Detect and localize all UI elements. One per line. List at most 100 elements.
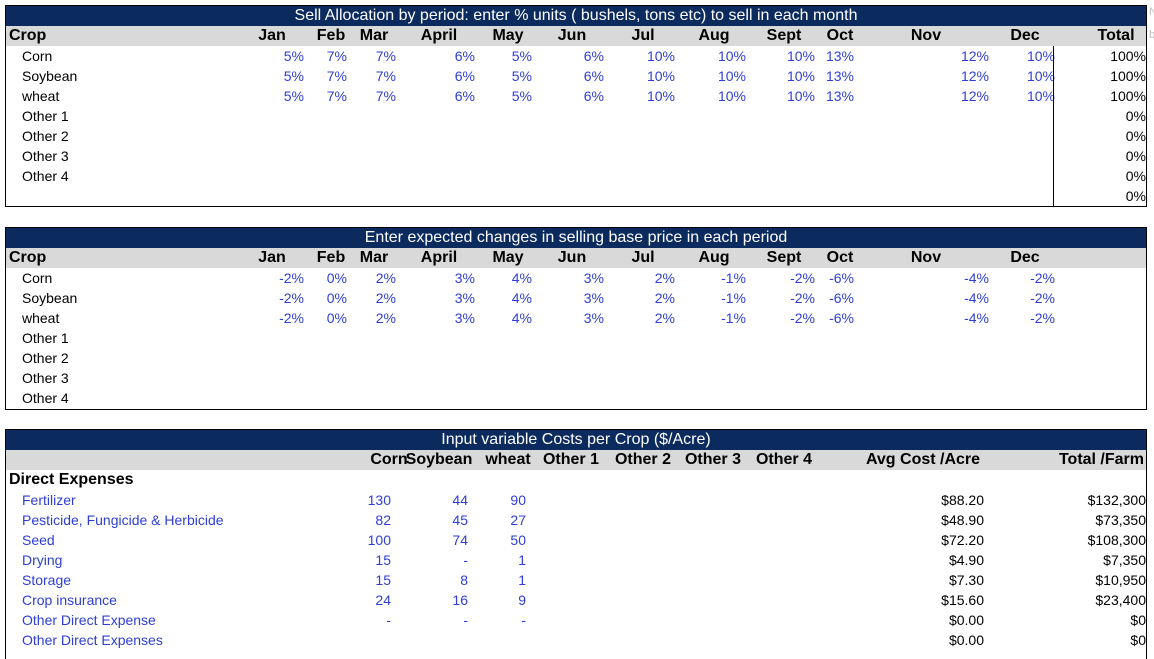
sell-pct-input[interactable]: 10%: [646, 68, 675, 84]
sell-pct-input[interactable]: 6%: [454, 48, 475, 64]
price-change-input[interactable]: [995, 388, 1055, 408]
price-change-input[interactable]: -1%: [721, 270, 746, 286]
price-change-input[interactable]: [929, 388, 989, 408]
sell-pct-input[interactable]: 10%: [786, 68, 815, 84]
sell-pct-input[interactable]: 5%: [283, 68, 304, 84]
sell-pct-input[interactable]: 10%: [717, 68, 746, 84]
sell-pct-input[interactable]: [615, 146, 675, 166]
corn-cost-input[interactable]: -: [386, 612, 391, 628]
sell-pct-input[interactable]: [336, 166, 396, 186]
sell-pct-input[interactable]: [686, 106, 746, 126]
price-change-input[interactable]: [995, 368, 1055, 388]
price-change-input[interactable]: [686, 328, 746, 348]
price-change-input[interactable]: -2%: [279, 290, 304, 306]
sell-pct-input[interactable]: [415, 126, 475, 146]
sell-pct-input[interactable]: [615, 126, 675, 146]
price-change-input[interactable]: [929, 368, 989, 388]
price-change-input[interactable]: [415, 368, 475, 388]
price-change-input[interactable]: [336, 328, 396, 348]
sell-pct-input[interactable]: [929, 146, 989, 166]
sell-pct-input[interactable]: [995, 106, 1055, 126]
sell-pct-input[interactable]: 7%: [326, 88, 347, 104]
sell-pct-input[interactable]: [415, 166, 475, 186]
price-change-input[interactable]: -6%: [829, 270, 854, 286]
price-change-input[interactable]: -2%: [279, 310, 304, 326]
sell-pct-input[interactable]: [472, 166, 532, 186]
sell-pct-input[interactable]: 5%: [511, 88, 532, 104]
sell-pct-input[interactable]: [686, 166, 746, 186]
soybean-cost-input[interactable]: 74: [452, 532, 468, 548]
price-change-input[interactable]: -4%: [964, 290, 989, 306]
price-change-input[interactable]: -1%: [721, 290, 746, 306]
wheat-cost-input[interactable]: 27: [510, 512, 526, 528]
sell-pct-input[interactable]: 10%: [717, 88, 746, 104]
soybean-cost-input[interactable]: -: [463, 612, 468, 628]
price-change-input[interactable]: 3%: [454, 310, 475, 326]
sell-pct-input[interactable]: [929, 166, 989, 186]
corn-cost-input[interactable]: [331, 630, 391, 650]
sell-pct-input[interactable]: [995, 126, 1055, 146]
price-change-input[interactable]: -2%: [790, 310, 815, 326]
sell-pct-input[interactable]: 12%: [960, 68, 989, 84]
price-change-input[interactable]: -1%: [721, 310, 746, 326]
sell-pct-input[interactable]: [929, 106, 989, 126]
sell-pct-input[interactable]: [929, 126, 989, 146]
sell-pct-input[interactable]: [472, 126, 532, 146]
corn-cost-input[interactable]: 15: [375, 552, 391, 568]
sell-pct-input[interactable]: [794, 146, 854, 166]
price-change-input[interactable]: 4%: [511, 270, 532, 286]
price-change-input[interactable]: -2%: [1030, 290, 1055, 306]
sell-pct-input[interactable]: [544, 146, 604, 166]
sell-pct-input[interactable]: [336, 106, 396, 126]
price-change-input[interactable]: 3%: [454, 290, 475, 306]
sell-pct-input[interactable]: 10%: [646, 88, 675, 104]
price-change-input[interactable]: 3%: [583, 310, 604, 326]
price-change-input[interactable]: 2%: [375, 310, 396, 326]
sell-pct-input[interactable]: 12%: [960, 88, 989, 104]
price-change-input[interactable]: [472, 368, 532, 388]
sell-pct-input[interactable]: [336, 146, 396, 166]
sell-pct-input[interactable]: 7%: [375, 88, 396, 104]
price-change-input[interactable]: [794, 388, 854, 408]
price-change-input[interactable]: [544, 348, 604, 368]
price-change-input[interactable]: [686, 368, 746, 388]
sell-pct-input[interactable]: 10%: [1026, 88, 1055, 104]
sell-pct-input[interactable]: 6%: [583, 88, 604, 104]
price-change-input[interactable]: [336, 368, 396, 388]
price-change-input[interactable]: [615, 328, 675, 348]
price-change-input[interactable]: [995, 328, 1055, 348]
price-change-input[interactable]: 0%: [326, 290, 347, 306]
sell-pct-input[interactable]: [794, 106, 854, 126]
sell-pct-input[interactable]: [544, 166, 604, 186]
wheat-cost-input[interactable]: 1: [518, 572, 526, 588]
price-change-input[interactable]: -2%: [790, 290, 815, 306]
sell-pct-input[interactable]: [544, 126, 604, 146]
price-change-input[interactable]: [615, 348, 675, 368]
sell-pct-input[interactable]: [415, 106, 475, 126]
price-change-input[interactable]: [415, 388, 475, 408]
sell-pct-input[interactable]: 7%: [326, 68, 347, 84]
sell-pct-input[interactable]: 10%: [646, 48, 675, 64]
price-change-input[interactable]: [544, 368, 604, 388]
price-change-input[interactable]: [929, 328, 989, 348]
sell-pct-input[interactable]: [415, 146, 475, 166]
sell-pct-input[interactable]: 7%: [375, 68, 396, 84]
sell-pct-input[interactable]: 5%: [511, 68, 532, 84]
price-change-input[interactable]: [336, 388, 396, 408]
sell-pct-input[interactable]: [995, 166, 1055, 186]
soybean-cost-input[interactable]: [408, 630, 468, 650]
wheat-cost-input[interactable]: 90: [510, 492, 526, 508]
price-change-input[interactable]: -2%: [1030, 310, 1055, 326]
sell-pct-input[interactable]: [615, 106, 675, 126]
corn-cost-input[interactable]: 130: [367, 492, 391, 508]
sell-pct-input[interactable]: [794, 126, 854, 146]
wheat-cost-input[interactable]: -: [521, 612, 526, 628]
price-change-input[interactable]: [615, 388, 675, 408]
sell-pct-input[interactable]: 10%: [1026, 48, 1055, 64]
sell-pct-input[interactable]: 10%: [786, 88, 815, 104]
sell-pct-input[interactable]: [472, 106, 532, 126]
sell-pct-input[interactable]: 7%: [375, 48, 396, 64]
soybean-cost-input[interactable]: 16: [452, 592, 468, 608]
price-change-input[interactable]: [544, 328, 604, 348]
price-change-input[interactable]: 2%: [654, 270, 675, 286]
